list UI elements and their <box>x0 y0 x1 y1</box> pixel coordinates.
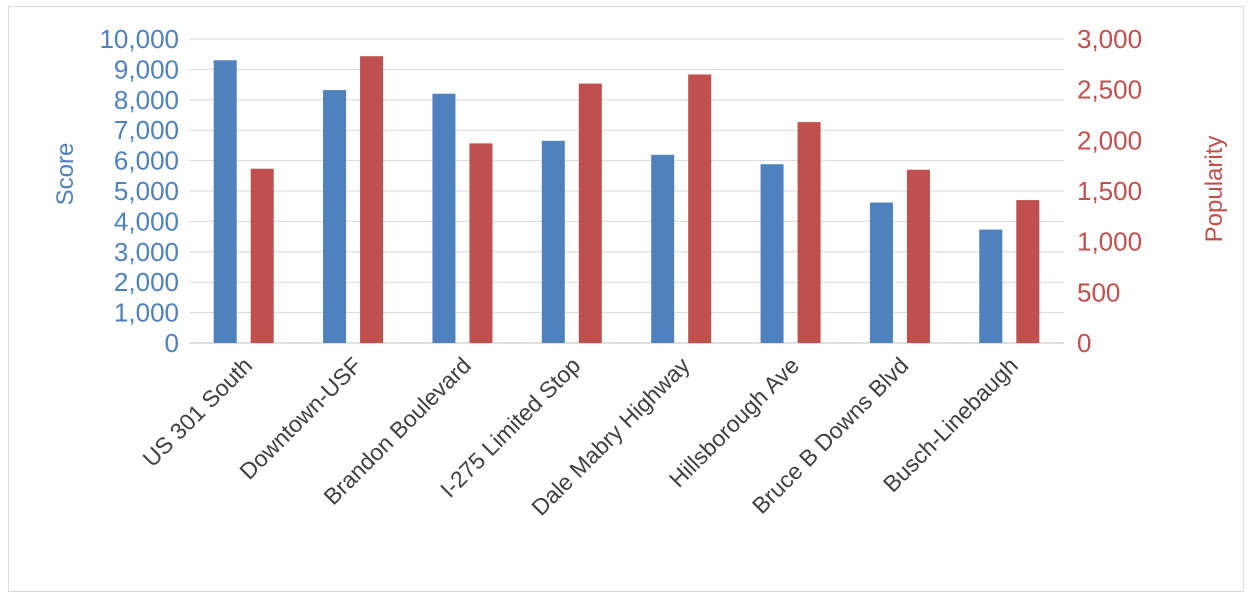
chart-frame: 0 1,000 2,000 3,000 4,000 5,000 6,000 7,000 8,00… <box>8 6 1244 592</box>
y-tick-label-right: 2,500 <box>1077 75 1142 105</box>
y-tick-label-left: 7,000 <box>114 115 179 145</box>
y-tick-label-right: 2,000 <box>1077 125 1142 155</box>
category-label: US 301 South <box>138 352 258 472</box>
chart: 01,0002,0003,0004,0005,0006,0007,0008,00… <box>52 24 1228 521</box>
y-tick-label-left: 8,000 <box>114 85 179 115</box>
tick-labels: 01,0002,0003,0004,0005,0006,0007,0008,00… <box>99 24 1142 358</box>
y-axis-title-right: Popularity <box>1201 136 1228 243</box>
bar-score <box>323 90 347 344</box>
bar-popularity <box>688 74 712 343</box>
bar-popularity <box>360 56 384 344</box>
bar-score <box>869 202 893 343</box>
y-tick-label-left: 0 <box>165 328 179 358</box>
gridlines <box>189 38 1064 344</box>
y-tick-label-left: 10,000 <box>99 24 179 54</box>
bar-score <box>651 154 675 343</box>
y-axis-title-left: Score <box>52 143 79 206</box>
bar-score <box>541 140 565 343</box>
y-tick-label-left: 9,000 <box>114 54 179 84</box>
bars <box>213 56 1040 344</box>
bar-popularity <box>469 143 493 343</box>
y-tick-label-left: 2,000 <box>114 267 179 297</box>
bar-popularity <box>906 169 930 343</box>
bar-popularity <box>797 122 821 344</box>
y-tick-label-left: 6,000 <box>114 146 179 176</box>
y-tick-label-right: 0 <box>1077 328 1091 358</box>
y-tick-label-left: 4,000 <box>114 206 179 236</box>
bar-popularity <box>578 83 602 343</box>
y-tick-label-right: 500 <box>1077 277 1120 307</box>
y-tick-label-left: 1,000 <box>114 298 179 328</box>
bar-score <box>213 60 237 343</box>
bar-popularity <box>250 168 274 343</box>
bar-score <box>432 93 456 343</box>
bar-score <box>979 229 1003 343</box>
y-tick-label-right: 1,000 <box>1077 227 1142 257</box>
bar-score <box>760 164 784 343</box>
y-tick-label-right: 3,000 <box>1077 24 1142 54</box>
bar-popularity <box>1016 200 1040 343</box>
y-tick-label-right: 1,500 <box>1077 176 1142 206</box>
y-tick-label-left: 3,000 <box>114 237 179 267</box>
y-tick-label-left: 5,000 <box>114 176 179 206</box>
